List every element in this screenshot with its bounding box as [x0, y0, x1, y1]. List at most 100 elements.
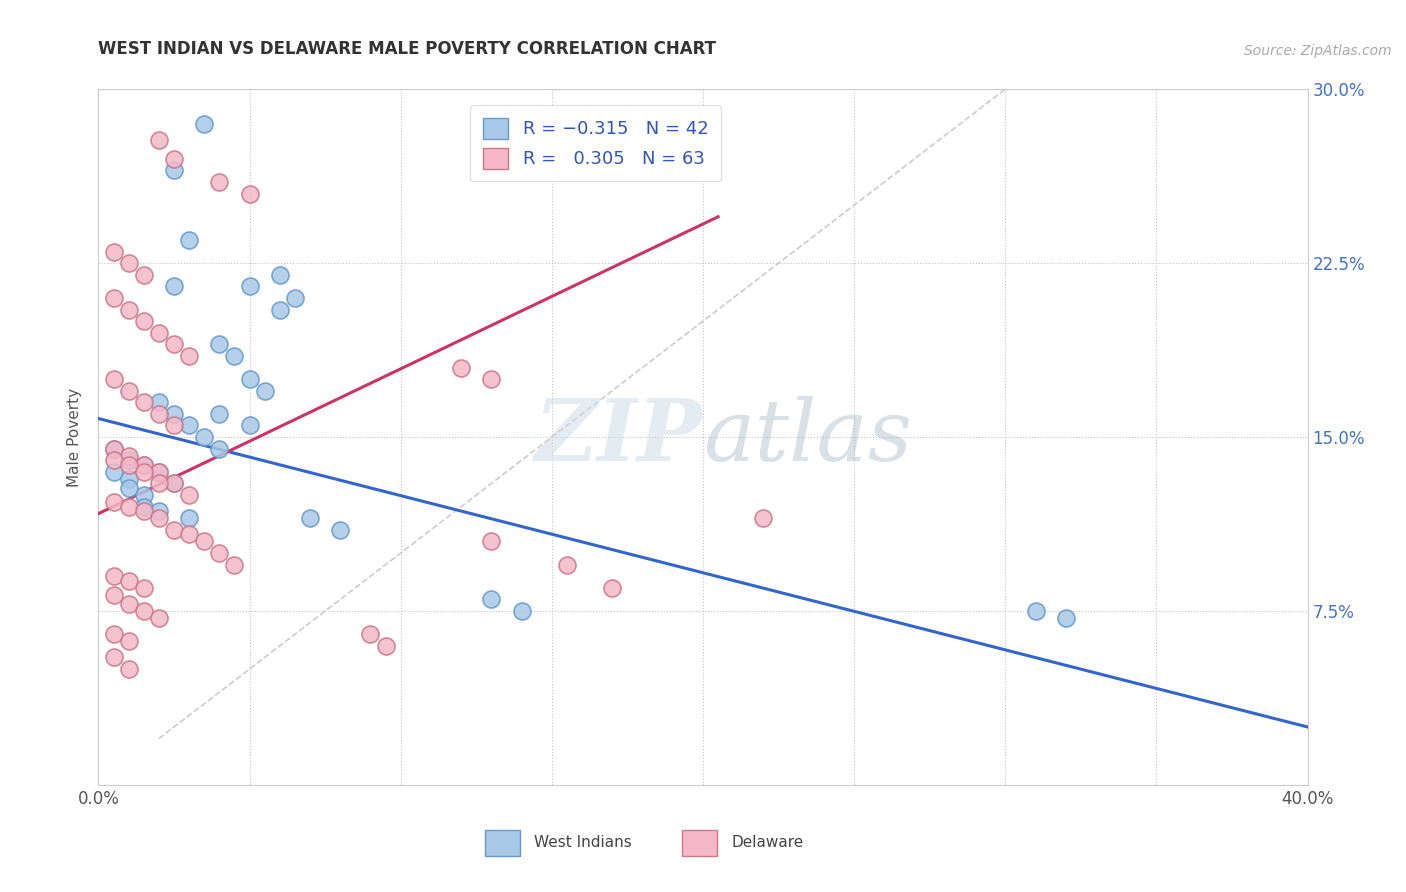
Point — [132, 604, 155, 618]
Point — [555, 558, 578, 572]
Point — [132, 581, 155, 595]
Point — [132, 504, 155, 518]
Point — [163, 523, 186, 537]
Point — [253, 384, 276, 398]
Point — [208, 546, 231, 560]
Point — [360, 627, 382, 641]
Point — [103, 442, 125, 456]
Text: WEST INDIAN VS DELAWARE MALE POVERTY CORRELATION CHART: WEST INDIAN VS DELAWARE MALE POVERTY COR… — [98, 40, 717, 58]
Point — [118, 597, 141, 611]
Point — [179, 349, 201, 363]
Point — [148, 326, 170, 340]
Point — [118, 453, 141, 467]
Point — [103, 291, 125, 305]
Bar — [682, 830, 717, 856]
Point — [148, 395, 170, 409]
Point — [752, 511, 775, 525]
Point — [163, 279, 186, 293]
Point — [103, 244, 125, 259]
Y-axis label: Male Poverty: Male Poverty — [67, 387, 83, 487]
Text: West Indians: West Indians — [534, 836, 633, 850]
Point — [132, 268, 155, 282]
Point — [118, 481, 141, 495]
Point — [148, 611, 170, 625]
Text: Source: ZipAtlas.com: Source: ZipAtlas.com — [1244, 44, 1392, 58]
Point — [103, 627, 125, 641]
Point — [208, 337, 231, 351]
Point — [132, 465, 155, 479]
Point — [239, 186, 262, 201]
Point — [224, 558, 246, 572]
Point — [118, 384, 141, 398]
Point — [132, 500, 155, 514]
Point — [163, 418, 186, 433]
Legend: R = −0.315   N = 42, R =   0.305   N = 63: R = −0.315 N = 42, R = 0.305 N = 63 — [470, 105, 721, 181]
Point — [374, 639, 396, 653]
Point — [208, 407, 231, 421]
Point — [118, 458, 141, 472]
Point — [103, 465, 125, 479]
Point — [329, 523, 352, 537]
Point — [163, 476, 186, 491]
Point — [163, 152, 186, 166]
Point — [179, 511, 201, 525]
Point — [179, 488, 201, 502]
Point — [208, 175, 231, 189]
Point — [193, 430, 215, 444]
Point — [118, 302, 141, 317]
Point — [132, 395, 155, 409]
Point — [179, 233, 201, 247]
Point — [163, 407, 186, 421]
Text: Delaware: Delaware — [731, 836, 803, 850]
Point — [224, 349, 246, 363]
Bar — [485, 830, 520, 856]
Point — [148, 133, 170, 147]
Point — [1024, 604, 1046, 618]
Point — [179, 527, 201, 541]
Point — [118, 574, 141, 588]
Point — [299, 511, 322, 525]
Point — [118, 634, 141, 648]
Point — [179, 418, 201, 433]
Point — [103, 453, 125, 467]
Point — [481, 534, 503, 549]
Point — [118, 256, 141, 270]
Point — [118, 472, 141, 486]
Point — [118, 662, 141, 676]
Point — [103, 650, 125, 665]
Point — [284, 291, 307, 305]
Point — [132, 458, 155, 472]
Point — [510, 604, 533, 618]
Point — [103, 372, 125, 386]
Point — [602, 581, 624, 595]
Point — [118, 449, 141, 463]
Point — [450, 360, 472, 375]
Point — [148, 407, 170, 421]
Point — [103, 495, 125, 509]
Point — [239, 279, 262, 293]
Point — [239, 418, 262, 433]
Point — [269, 302, 291, 317]
Point — [148, 504, 170, 518]
Point — [148, 465, 170, 479]
Text: atlas: atlas — [703, 396, 912, 478]
Point — [148, 511, 170, 525]
Point — [239, 372, 262, 386]
Point — [148, 476, 170, 491]
Point — [193, 534, 215, 549]
Point — [163, 163, 186, 178]
Point — [193, 117, 215, 131]
Point — [103, 442, 125, 456]
Point — [148, 465, 170, 479]
Point — [103, 569, 125, 583]
Point — [132, 458, 155, 472]
Point — [208, 442, 231, 456]
Point — [163, 337, 186, 351]
Point — [132, 314, 155, 328]
Point — [132, 488, 155, 502]
Point — [481, 372, 503, 386]
Point — [103, 588, 125, 602]
Text: ZIP: ZIP — [536, 395, 703, 479]
Point — [481, 592, 503, 607]
Point — [269, 268, 291, 282]
